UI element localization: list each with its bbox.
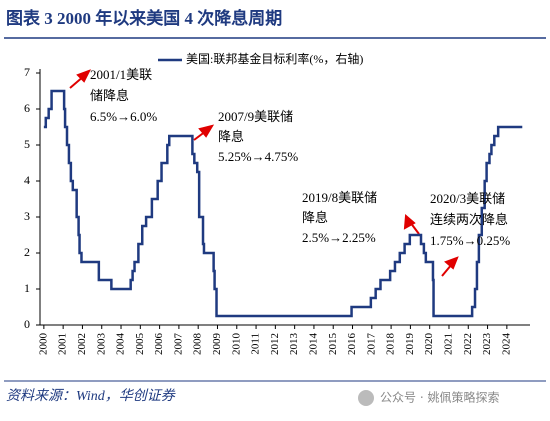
x-tick-label: 2018: [385, 333, 397, 356]
x-tick-label: 2007: [172, 333, 184, 356]
x-tick-label: 2000: [37, 333, 49, 356]
x-tick-label: 2008: [192, 333, 204, 356]
y-tick-label: 3: [24, 209, 30, 223]
annotation: 2020/3美联储: [430, 191, 505, 206]
x-tick-label: 2017: [365, 333, 377, 356]
x-tick-label: 2020: [423, 333, 435, 356]
x-tick-label: 2011: [250, 333, 262, 355]
x-tick-label: 2009: [211, 333, 223, 356]
watermark: 公众号 · 姚佩策略探索: [380, 390, 499, 405]
source: 资料来源：Wind，华创证券: [6, 388, 176, 404]
x-tick-label: 2004: [115, 333, 127, 356]
x-tick-label: 2023: [481, 333, 493, 356]
watermark-icon: [358, 390, 374, 406]
x-tick-label: 2022: [462, 333, 474, 355]
x-tick-label: 2003: [95, 333, 107, 356]
x-tick-label: 2019: [404, 333, 416, 356]
x-tick-label: 2012: [269, 333, 281, 355]
x-tick-label: 2024: [500, 333, 512, 356]
y-tick-label: 4: [24, 173, 30, 187]
annotation: 5.25%→4.75%: [218, 149, 298, 164]
annotation: 1.75%→0.25%: [430, 233, 510, 248]
y-tick-label: 6: [24, 101, 30, 115]
annotation: 2019/8美联储: [302, 190, 377, 205]
annotation: 储降息: [90, 88, 129, 103]
x-tick-label: 2013: [288, 333, 300, 356]
x-tick-label: 2016: [346, 333, 358, 356]
annotation: 降息: [302, 210, 328, 225]
x-tick-label: 2015: [327, 333, 339, 356]
x-tick-label: 2010: [230, 333, 242, 356]
annotation: 2007/9美联储: [218, 109, 293, 124]
y-tick-label: 7: [24, 65, 30, 79]
arrow-head: [444, 256, 459, 270]
y-tick-label: 2: [24, 245, 30, 259]
x-tick-label: 2006: [153, 333, 165, 356]
x-tick-label: 2002: [76, 333, 88, 355]
x-tick-label: 2005: [134, 333, 146, 356]
x-tick-label: 2021: [443, 333, 455, 355]
legend-label: 美国:联邦基金目标利率(%，右轴): [186, 51, 363, 66]
y-tick-label: 5: [24, 137, 30, 151]
arrow-head: [198, 124, 215, 138]
annotation: 降息: [218, 129, 244, 144]
annotation: 2.5%→2.25%: [302, 230, 376, 245]
annotation: 6.5%→6.0%: [90, 109, 157, 124]
annotation: 2001/1美联: [90, 67, 152, 82]
annotation: 连续两次降息: [430, 212, 508, 227]
arrow-head: [76, 69, 92, 83]
y-tick-label: 1: [24, 281, 30, 295]
arrows: [69, 69, 459, 277]
y-tick-label: 0: [24, 317, 30, 331]
page-title: 图表 3 2000 年以来美国 4 次降息周期: [6, 8, 282, 28]
line-series: [43, 89, 523, 318]
arrow-head: [403, 213, 416, 230]
x-tick-label: 2014: [307, 333, 319, 356]
x-tick-label: 2001: [57, 333, 69, 355]
